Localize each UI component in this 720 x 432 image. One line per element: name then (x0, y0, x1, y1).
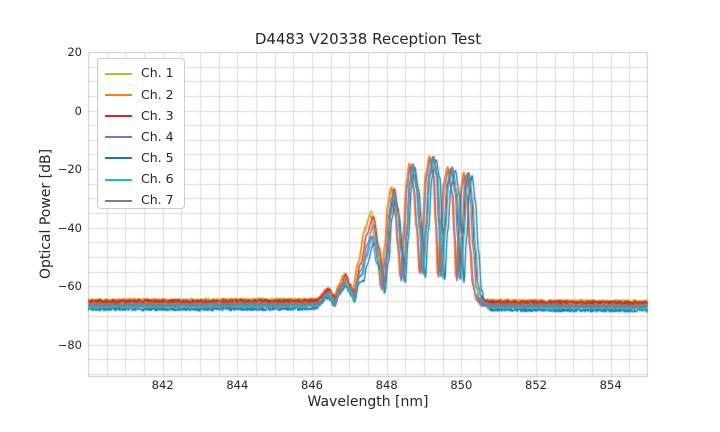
legend-line-swatch (105, 157, 132, 160)
legend-line-swatch (105, 114, 132, 117)
legend-item-6: Ch. 6 (105, 169, 184, 190)
legend-item-2: Ch. 2 (105, 84, 184, 105)
legend-item-4: Ch. 4 (105, 127, 184, 148)
x-tick-label: 846 (301, 378, 323, 392)
x-tick-label: 844 (226, 378, 249, 392)
x-tick-label: 848 (375, 378, 398, 392)
y-tick-label: −80 (57, 337, 82, 352)
legend-label: Ch. 5 (141, 150, 174, 166)
legend-label: Ch. 6 (141, 171, 174, 187)
y-tick-label: 0 (74, 103, 82, 118)
legend-label: Ch. 1 (141, 65, 174, 81)
x-tick-label: 854 (599, 378, 622, 392)
legend-item-5: Ch. 5 (105, 148, 184, 169)
legend-line-swatch (105, 178, 132, 181)
y-tick-label: −60 (57, 279, 82, 294)
legend-item-7: Ch. 7 (105, 190, 184, 211)
legend-item-3: Ch. 3 (105, 105, 184, 126)
x-tick-label: 842 (151, 378, 174, 392)
page-title: D4483 V20338 Reception Test (254, 30, 482, 48)
legend: Ch. 1 Ch. 2 Ch. 3 Ch. 4 Ch. 5 Ch. 6 Ch. 7 (97, 58, 185, 209)
legend-label: Ch. 3 (141, 107, 174, 123)
legend-line-swatch (105, 72, 132, 75)
legend-item-1: Ch. 1 (105, 63, 184, 84)
y-tick-label: −20 (57, 162, 82, 177)
y-tick-label: −40 (57, 220, 82, 235)
legend-label: Ch. 2 (141, 86, 174, 102)
legend-label: Ch. 7 (141, 192, 174, 208)
legend-line-swatch (105, 199, 132, 202)
x-tick-label: 852 (525, 378, 547, 392)
y-tick-label: 20 (67, 45, 82, 59)
legend-line-swatch (105, 136, 132, 139)
x-axis-label: Wavelength [nm] (307, 394, 429, 410)
legend-label: Ch. 4 (141, 128, 174, 144)
legend-line-swatch (105, 93, 132, 96)
x-tick-label: 850 (450, 378, 473, 392)
